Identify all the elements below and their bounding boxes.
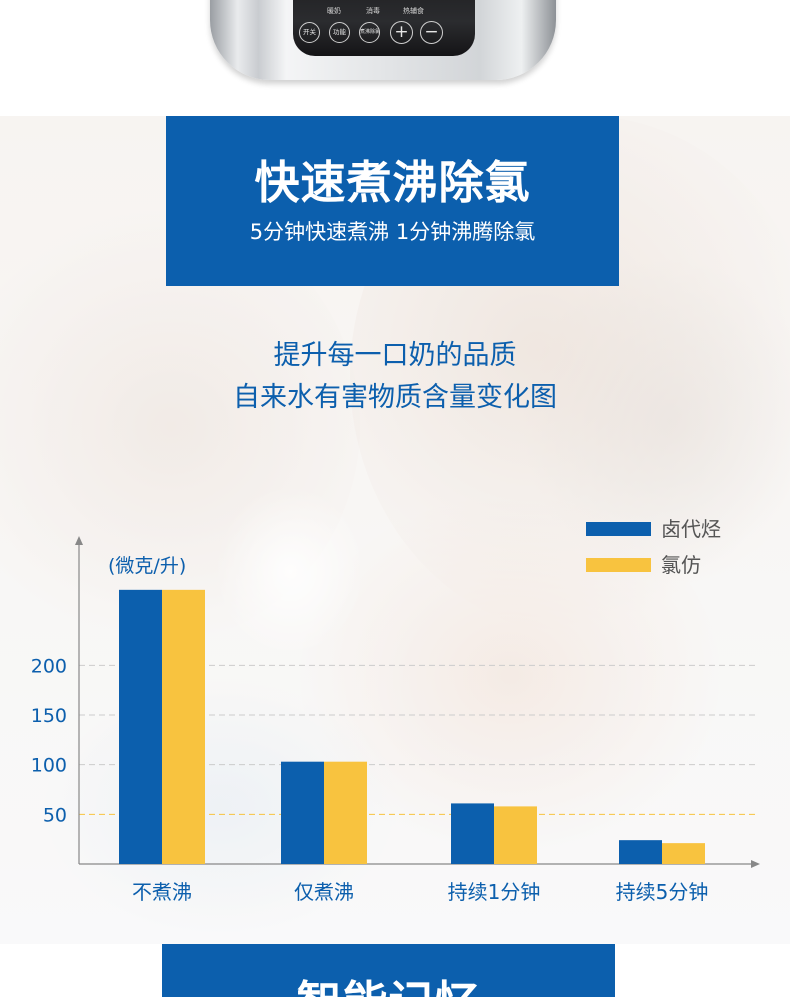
panel-label-sterilize: 消毒 xyxy=(366,7,380,15)
panel-label-baby-food: 热辅食 xyxy=(403,7,424,15)
legend-swatch xyxy=(586,522,651,536)
x-category-label: 持续1分钟 xyxy=(448,880,541,904)
chart-heading-line1: 提升每一口奶的品质 xyxy=(273,340,517,371)
feature-banner: 快速煮沸除氯 5分钟快速煮沸 1分钟沸腾除氯 xyxy=(166,116,619,286)
minus-button[interactable]: − xyxy=(420,21,443,44)
control-panel: 暖奶 消毒 热辅食 开关 功能 煮沸除氯 + − xyxy=(293,0,475,56)
bar-halohydrocarbon xyxy=(451,803,494,864)
power-button[interactable]: 开关 xyxy=(299,22,320,43)
boil-dechlorinate-button[interactable]: 煮沸除氯 xyxy=(359,22,380,43)
chart-title: 自来水有害物质含量变化图 xyxy=(233,382,557,413)
bar-halohydrocarbon xyxy=(619,840,662,864)
x-category-label: 不煮沸 xyxy=(132,880,192,904)
panel-label-warm-milk: 暖奶 xyxy=(327,7,341,15)
banner-title: 快速煮沸除氯 xyxy=(254,156,531,209)
x-category-label: 仅煮沸 xyxy=(294,880,354,904)
next-section-banner: 智能记忆 xyxy=(162,944,615,997)
y-tick-label: 100 xyxy=(31,755,67,777)
y-axis-arrow xyxy=(75,536,83,545)
y-axis-unit-label: (微克/升) xyxy=(108,555,186,577)
plus-button[interactable]: + xyxy=(390,21,413,44)
function-button[interactable]: 功能 xyxy=(329,22,350,43)
bar-chloroform xyxy=(494,806,537,864)
bar-halohydrocarbon xyxy=(119,589,162,864)
bar-chloroform xyxy=(324,761,367,864)
kettle-base-image: 暖奶 消毒 热辅食 开关 功能 煮沸除氯 + − xyxy=(210,0,556,80)
product-strip: 暖奶 消毒 热辅食 开关 功能 煮沸除氯 + − xyxy=(0,0,790,116)
legend-label: 氯仿 xyxy=(661,553,701,577)
banner-subtitle: 5分钟快速煮沸 1分钟沸腾除氯 xyxy=(249,220,536,244)
y-tick-label: 150 xyxy=(31,705,67,727)
y-tick-label: 200 xyxy=(31,655,67,677)
x-axis-arrow xyxy=(751,860,760,868)
bar-chloroform xyxy=(162,589,205,864)
next-section-title: 智能记忆 xyxy=(162,966,615,997)
bar-halohydrocarbon xyxy=(281,761,324,864)
x-category-label: 持续5分钟 xyxy=(616,880,709,904)
bar-chloroform xyxy=(662,843,705,864)
y-tick-label: 50 xyxy=(43,804,67,826)
legend-swatch xyxy=(586,558,651,572)
legend-label: 卤代烃 xyxy=(661,517,721,541)
